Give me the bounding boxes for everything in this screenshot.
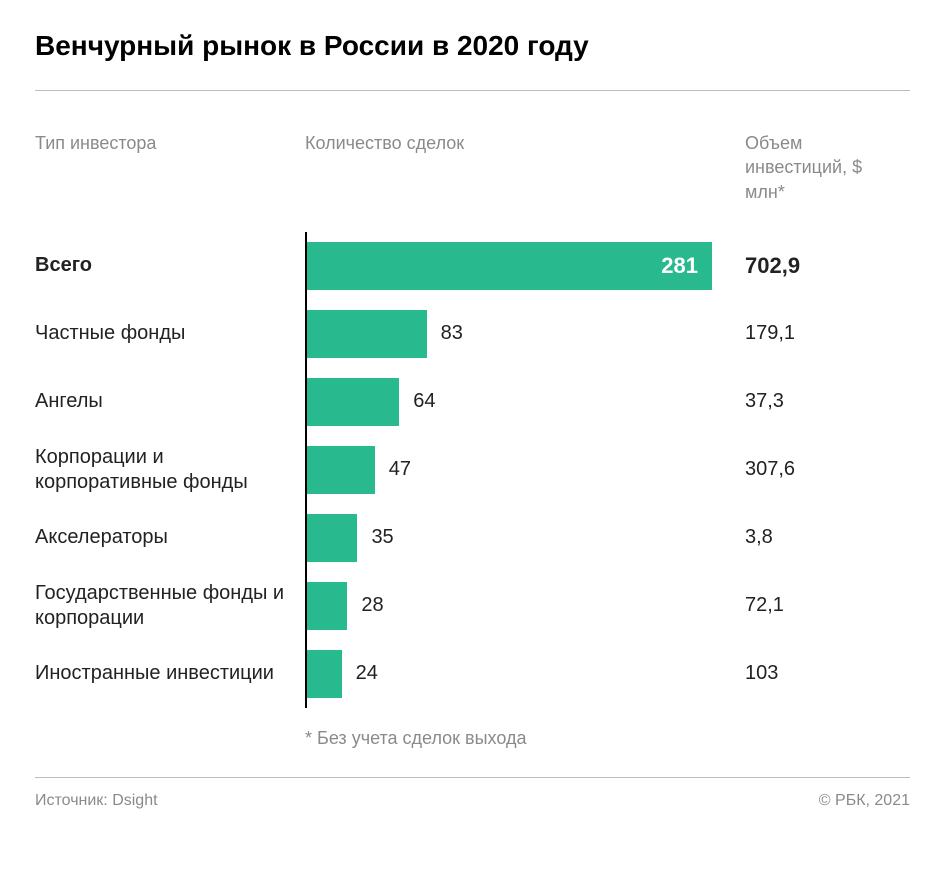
- divider-bottom: [35, 777, 910, 778]
- bar: [307, 378, 399, 426]
- bar: [307, 514, 357, 562]
- row-label: Частные фонды: [35, 300, 305, 368]
- chart-title: Венчурный рынок в России в 2020 году: [35, 30, 910, 62]
- bar-value: 281: [661, 253, 698, 279]
- row-label: Иностранные инвестиции: [35, 640, 305, 708]
- footer-source: Источник: Dsight: [35, 792, 158, 810]
- row-bar-cell: 281: [305, 232, 735, 300]
- bar-value: 47: [389, 458, 411, 481]
- row-label: Акселераторы: [35, 504, 305, 572]
- footnote: * Без учета сделок выхода: [305, 728, 910, 749]
- header-deal-count: Количество сделок: [305, 131, 735, 232]
- row-label: Всего: [35, 232, 305, 300]
- row-bar-cell: 35: [305, 504, 735, 572]
- row-volume: 72,1: [735, 572, 905, 640]
- chart-area: Тип инвестора Количество сделок Объем ин…: [35, 131, 910, 708]
- bar: [307, 582, 347, 630]
- divider-top: [35, 90, 910, 91]
- row-volume: 702,9: [735, 232, 905, 300]
- row-volume: 3,8: [735, 504, 905, 572]
- row-volume: 37,3: [735, 368, 905, 436]
- row-volume: 103: [735, 640, 905, 708]
- bar-value: 24: [356, 662, 378, 685]
- row-label: Государственные фонды и корпорации: [35, 572, 305, 640]
- row-bar-cell: 28: [305, 572, 735, 640]
- row-bar-cell: 47: [305, 436, 735, 504]
- header-investor-type: Тип инвестора: [35, 131, 305, 232]
- footer: Источник: Dsight © РБК, 2021: [35, 792, 910, 810]
- row-bar-cell: 24: [305, 640, 735, 708]
- footer-credit: © РБК, 2021: [819, 792, 910, 810]
- row-bar-cell: 64: [305, 368, 735, 436]
- bar-value: 83: [441, 322, 463, 345]
- bar: [307, 310, 427, 358]
- bar: 281: [307, 242, 712, 290]
- row-volume: 307,6: [735, 436, 905, 504]
- bar-value: 64: [413, 390, 435, 413]
- bar-value: 28: [361, 594, 383, 617]
- bar: [307, 446, 375, 494]
- bar: [307, 650, 342, 698]
- row-label: Ангелы: [35, 368, 305, 436]
- row-volume: 179,1: [735, 300, 905, 368]
- bar-value: 35: [371, 526, 393, 549]
- header-volume: Объем инвестиций, $ млн*: [735, 131, 905, 232]
- row-bar-cell: 83: [305, 300, 735, 368]
- row-label: Корпорации и корпоративные фонды: [35, 436, 305, 504]
